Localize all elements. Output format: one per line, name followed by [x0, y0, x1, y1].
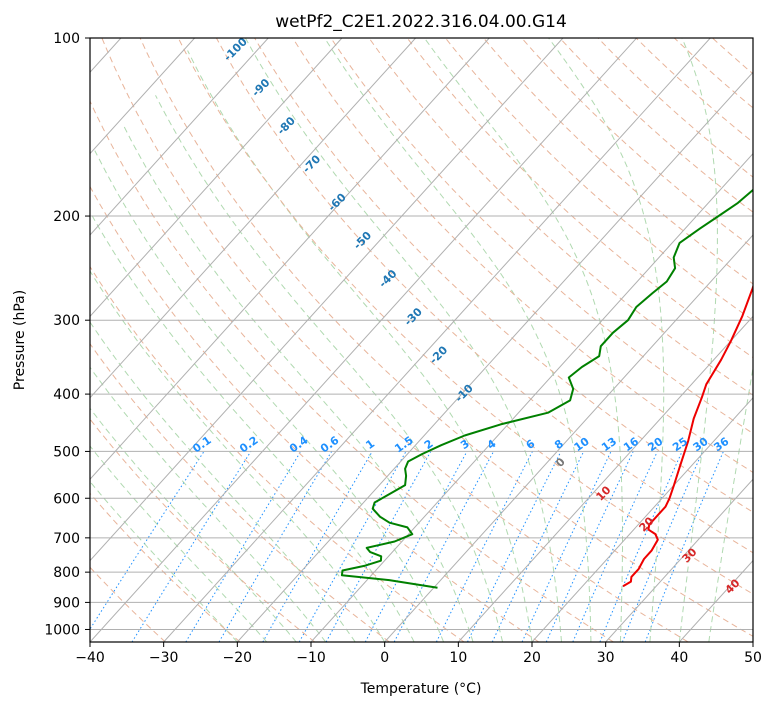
series-group: [340, 188, 753, 589]
dry-adiabat: [559, 38, 753, 213]
moist-adiabat: [90, 366, 327, 642]
isotherm-gridline: [605, 478, 753, 642]
dewpoint-profile-line: [340, 188, 753, 589]
y-tick-label: 900: [53, 595, 80, 611]
moist-adiabat: [187, 50, 533, 642]
y-tick-label: 1000: [44, 622, 80, 638]
moist-adiabat: [244, 38, 562, 642]
isotherm-gridline: [384, 234, 753, 642]
dry-adiabat: [90, 418, 316, 642]
mixing-ratio-line: [185, 451, 302, 642]
mixing-ratio-line: [131, 451, 252, 642]
mixing-ratio-line: [298, 451, 407, 642]
dry-adiabat: [90, 185, 540, 642]
isotherm-gridline: [90, 38, 637, 642]
moist-adiabat: [90, 210, 415, 642]
y-tick-label: 700: [53, 531, 80, 547]
x-tick-label: −20: [223, 650, 253, 666]
moist-adiabat: [90, 480, 238, 642]
isotherm-gridline: [90, 38, 195, 155]
dry-adiabat: [330, 38, 753, 435]
isotherm-gridline: [90, 38, 490, 480]
x-axis-ticks: −40 −30 −20 −10 0 10 20 30 40 50: [75, 642, 762, 666]
dry-adiabat: [139, 38, 753, 637]
dry-adiabat: [597, 38, 753, 178]
x-tick-label: 40: [670, 650, 688, 666]
y-tick-label: 200: [53, 209, 80, 225]
x-tick-label: 50: [744, 650, 762, 666]
y-tick-label: 800: [53, 565, 80, 581]
isotherm-gridline: [90, 38, 416, 399]
dry-adiabat-lines: [90, 38, 753, 642]
dry-adiabat: [406, 38, 753, 359]
mixing-ratio-line: [599, 451, 683, 642]
mixing-ratio-line: [491, 451, 585, 642]
isotherm-gridline: [236, 71, 753, 642]
isotherm-gridline: [531, 397, 753, 642]
mixing-ratio-line: [90, 451, 205, 630]
isotherm-gridline: [310, 152, 753, 642]
y-tick-label: 500: [53, 444, 80, 460]
x-tick-label: 0: [380, 650, 389, 666]
moist-adiabat: [423, 38, 623, 642]
dry-adiabat: [101, 38, 689, 642]
y-axis-title: Pressure (hPa): [12, 290, 28, 390]
moist-adiabat: [548, 38, 665, 642]
y-tick-label: 600: [53, 491, 80, 507]
isotherm-gridline: [163, 38, 711, 642]
isotherm-gridline: [90, 38, 269, 236]
dry-adiabat: [90, 265, 465, 642]
mixing-ratio-line: [545, 451, 634, 642]
moist-adiabat: [678, 38, 718, 642]
mixing-ratio-line: [262, 451, 373, 642]
skewed-isotherm-gridlines: [90, 38, 753, 642]
isotherm-gridline: [90, 38, 564, 562]
moist-adiabat: [708, 365, 753, 642]
x-tick-label: 10: [449, 650, 467, 666]
mixing-ratio-line: [521, 451, 612, 642]
mixing-ratio-line: [325, 451, 432, 642]
dry-adiabat: [90, 100, 614, 642]
isobar-gridlines: [90, 38, 753, 630]
plot-frame: [89, 37, 754, 643]
moist-adiabat: [324, 38, 592, 642]
mixing-ratio-line: [621, 451, 704, 642]
x-tick-label: 20: [523, 650, 541, 666]
x-tick-label: −40: [75, 650, 105, 666]
x-tick-label: −10: [296, 650, 326, 666]
y-tick-label: 100: [53, 31, 80, 47]
chart-title: wetPf2_C2E1.2022.316.04.00.G14: [275, 12, 567, 32]
y-tick-label: 400: [53, 387, 80, 403]
dry-adiabat: [483, 38, 753, 285]
dry-adiabat: [254, 38, 753, 513]
x-tick-label: −30: [149, 650, 179, 666]
x-tick-label: 30: [597, 650, 615, 666]
dry-adiabat: [292, 38, 753, 474]
moist-adiabat: [90, 270, 386, 642]
y-axis-ticks: 100 200 300 400 500 600 700 800 900 1000: [44, 31, 90, 638]
dry-adiabat: [635, 38, 753, 143]
dry-adiabat: [177, 38, 753, 595]
moist-adiabat: [90, 321, 356, 642]
isotherm-gridline: [90, 38, 343, 318]
dry-adiabat: [445, 38, 753, 321]
mixing-ratio-line: [467, 451, 562, 642]
dry-adiabat: [215, 38, 753, 554]
x-axis-title: Temperature (°C): [360, 681, 482, 697]
temperature-profile-line: [622, 283, 753, 588]
y-tick-label: 300: [53, 313, 80, 329]
